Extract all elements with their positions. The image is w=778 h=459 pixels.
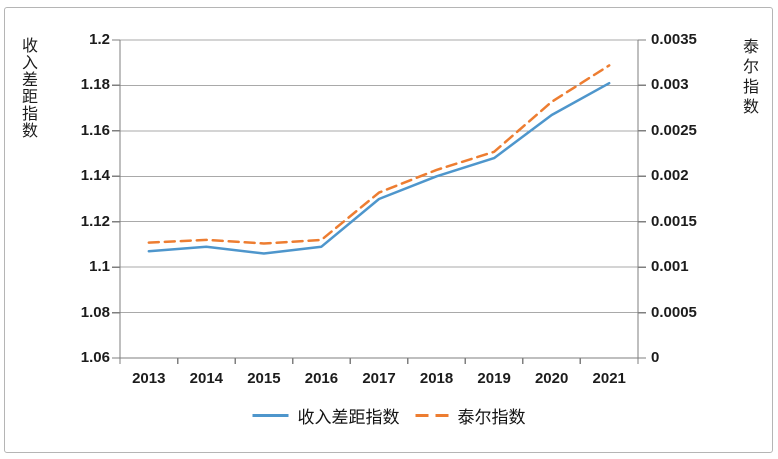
x-tick-label: 2018 — [419, 370, 454, 387]
y-left-tick-label: 1.12 — [80, 212, 110, 230]
y-right-tick-label: 0.003 — [651, 76, 689, 94]
theil-index-line — [147, 64, 611, 245]
y-left-tick-label: 1.14 — [80, 167, 110, 185]
legend-label: 收入差距指数 — [297, 408, 400, 427]
x-tick-label: 2016 — [304, 370, 339, 387]
x-tick-label: 2019 — [477, 370, 511, 387]
x-tick-label: 2014 — [189, 370, 224, 387]
y-left-tick-label: 1.18 — [80, 76, 110, 94]
y-right-tick-label: 0.0035 — [651, 31, 697, 48]
y-left-tick-label: 1.2 — [89, 31, 110, 48]
y-left-tick-label: 1.06 — [80, 349, 110, 366]
x-tick-label: 2015 — [247, 370, 281, 387]
x-tick-label: 2020 — [534, 370, 569, 387]
dashed-line-swatch — [415, 414, 449, 417]
y-right-tick-label: 0.001 — [651, 258, 689, 276]
x-tick-label: 2013 — [132, 370, 166, 387]
income-gap-index-line — [147, 81, 611, 255]
y-left-tick-label: 1.16 — [80, 121, 110, 139]
y-right-tick-label: 0.0005 — [651, 303, 697, 321]
y-right-tick-label: 0.0025 — [651, 121, 697, 139]
left-axis-title: 收 入 差 距 指 数 — [21, 38, 38, 140]
y-left-tick-label: 1.08 — [80, 303, 110, 321]
legend: 收入差距指数 泰尔指数 — [252, 403, 526, 428]
solid-line-swatch — [252, 414, 289, 417]
y-right-tick-label: 0.0015 — [651, 212, 697, 230]
x-tick-label: 2021 — [592, 370, 626, 387]
y-right-tick-label: 0 — [651, 349, 660, 366]
legend-label: 泰尔指数 — [457, 408, 526, 427]
x-tick-label: 2017 — [362, 370, 396, 387]
right-axis-title: 泰 尔 指 数 — [742, 39, 759, 116]
legend-item-income-gap-index: 收入差距指数 — [252, 403, 400, 428]
y-left-tick-label: 1.1 — [89, 258, 110, 276]
legend-item-theil-index: 泰尔指数 — [415, 403, 526, 428]
y-right-tick-label: 0.002 — [651, 167, 689, 185]
